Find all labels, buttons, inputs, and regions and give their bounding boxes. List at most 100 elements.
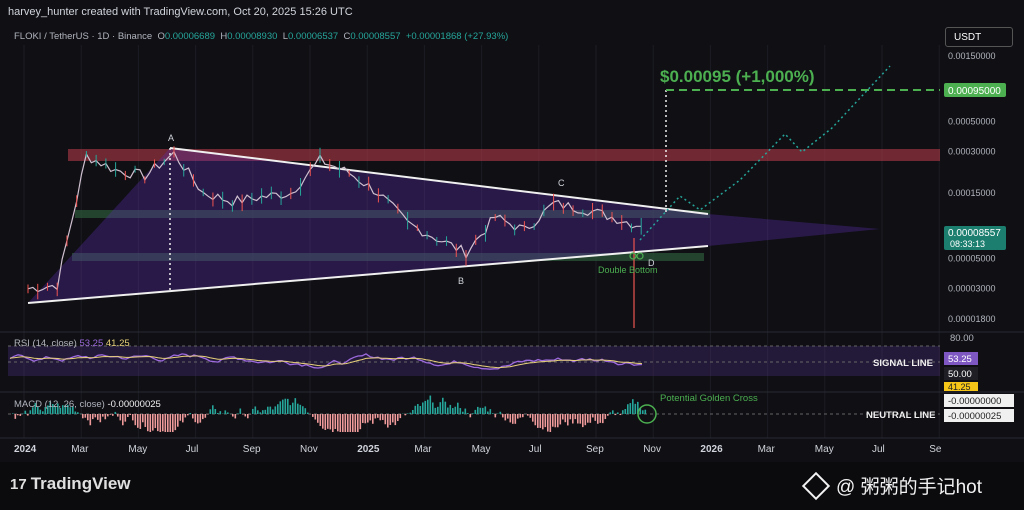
macd-bar [539, 414, 542, 428]
macd-bar [509, 414, 512, 423]
tradingview-logo[interactable]: 17 TradingView [10, 474, 131, 494]
macd-bar [219, 411, 222, 414]
macd-bar [387, 414, 389, 428]
macd-bar [137, 414, 139, 428]
macd-bar [419, 405, 422, 414]
macd-bar [299, 404, 302, 414]
macd-bar [407, 413, 409, 414]
macd-histogram [12, 395, 647, 432]
macd-bar [267, 406, 269, 414]
macd-bar [182, 414, 184, 423]
macd-bar [442, 397, 444, 414]
macd-bar [94, 414, 97, 418]
macd-bar [177, 414, 179, 427]
macd-bar [507, 414, 509, 419]
macd-bar [599, 414, 602, 423]
tradingview-mark-icon: 17 [10, 475, 27, 493]
macd-bar [609, 412, 612, 414]
watermark: @ 粥粥的手记hot [801, 471, 982, 500]
macd-bar [564, 414, 567, 423]
macd-bar [104, 414, 107, 420]
macd-bar [59, 407, 62, 414]
macd-bar [369, 414, 372, 421]
rsi-label: RSI (14, close) 53.25 41.25 [14, 338, 130, 349]
macd-bar [139, 414, 142, 429]
macd-bar [389, 414, 392, 425]
rsi-ma-tag-text: 41.25 [948, 382, 971, 392]
macd-bar [192, 414, 194, 419]
macd-bar [582, 414, 584, 428]
symbol-name[interactable]: FLOKI / TetherUS · 1D · Binance [14, 31, 153, 42]
time-tick-label: Mar [414, 444, 432, 455]
macd-bar [504, 414, 507, 421]
macd-bar [584, 414, 587, 426]
macd-bar [82, 414, 84, 419]
macd-bar [367, 414, 369, 423]
macd-bar [342, 414, 344, 432]
macd-bar [112, 414, 114, 416]
macd-bar [517, 414, 519, 419]
macd-bar [444, 401, 447, 414]
macd-bar [499, 411, 502, 414]
macd-bar [384, 414, 387, 425]
macd-bar [144, 414, 147, 427]
macd-bar [37, 406, 39, 414]
macd-bar [127, 414, 129, 417]
macd-bar [67, 404, 69, 414]
macd-bar [129, 414, 132, 416]
macd-bar [169, 414, 172, 432]
macd-bar [147, 414, 149, 432]
macd-bar [547, 414, 549, 432]
macd-bar [164, 414, 167, 432]
macd-bar [284, 398, 287, 414]
macd-bar [244, 414, 247, 417]
close-label: C [343, 31, 351, 42]
macd-bar [404, 414, 407, 416]
macd-bar [337, 414, 339, 432]
macd-bar [152, 414, 154, 431]
target-label: $0.00095 (+1,000%) [660, 67, 815, 86]
macd-bar [522, 414, 524, 418]
macd-bar [72, 406, 74, 414]
macd-bar [637, 401, 639, 414]
currency-button[interactable]: USDT [945, 27, 1013, 47]
macd-bar [134, 414, 137, 426]
macd-bar [209, 409, 212, 414]
macd-bar [109, 414, 112, 415]
macd-bar [89, 414, 92, 426]
footer [0, 462, 1024, 510]
high-label: H [220, 31, 228, 42]
macd-bar [87, 414, 89, 421]
macd-bar [549, 414, 552, 432]
price-series [27, 150, 642, 293]
watermark-text: @ 粥粥的手记hot [836, 477, 982, 498]
macd-bar [42, 411, 44, 414]
time-tick-label: Nov [643, 444, 661, 455]
rsi-ma-tag [944, 382, 978, 391]
macd-bar [559, 414, 562, 425]
macd-bar [84, 414, 87, 418]
macd-bar [639, 408, 642, 414]
macd-bar [264, 409, 267, 414]
tradingview-brand: TradingView [30, 474, 131, 493]
macd-bar [644, 409, 647, 414]
current-price-tag [944, 226, 1006, 250]
rsi-80-tick: 80.00 [950, 333, 974, 344]
price-axis[interactable]: 0.00150000 0.00050000 0.00030000 0.00015000… [948, 51, 996, 324]
macd-bar [424, 400, 427, 414]
golden-cross-label: Potential Golden Cross [660, 393, 758, 404]
chart-canvas[interactable]: $0.00095 (+1,000%) A B C D Double Bottom… [0, 0, 1024, 462]
macd-bar [382, 414, 384, 420]
macd-bar [617, 412, 619, 414]
time-axis[interactable]: 2024 Mar May Jul Sep Nov 2025 Mar May Jul Sep Nov 20… [14, 444, 942, 455]
macd-bar [162, 414, 164, 432]
macd-bar [174, 414, 177, 431]
macd-bar [502, 414, 504, 418]
macd-bar [439, 402, 442, 414]
macd-bar [344, 414, 347, 432]
macd-bar [554, 414, 557, 428]
macd-bar [562, 414, 564, 420]
macd-bar [237, 413, 239, 414]
macd-bar [324, 414, 327, 430]
rsi-value-tag [944, 352, 978, 365]
